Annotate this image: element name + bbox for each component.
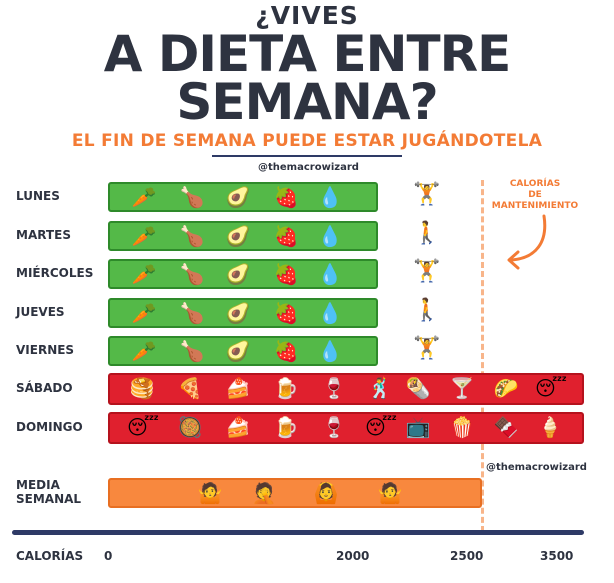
food-icon: 🍓 [273,185,299,209]
x-axis-title: CALORÍAS [16,549,84,563]
maintenance-label-line2: DE [528,190,542,200]
food-icon: 🥑 [225,185,251,209]
sunday-icon: 🍷 [321,415,347,439]
average-label: MEDIA SEMANAL [16,478,116,506]
food-icon: 💧 [317,301,343,325]
sunday-icon: 😴 [127,415,160,439]
day-label-miercoles: MIÉRCOLES [16,266,94,280]
food-icon: 💧 [317,185,343,209]
tick-label: 2000 [336,549,370,563]
saturday-icon: 🌮 [493,376,519,400]
food-icon: 🥑 [225,262,251,286]
food-icon: 🥑 [225,224,251,248]
food-icon: 🥕 [131,185,157,209]
sunday-icon: 🍺 [273,415,299,439]
maintenance-line [481,180,484,532]
food-icon: 🍗 [179,185,205,209]
food-icon: 🥑 [225,339,251,363]
person-icon: 🤷 [197,481,223,505]
tick-label: 2500 [450,549,484,563]
saturday-icon: 🍸 [449,376,475,400]
sunday-icon: 🍦 [537,415,563,439]
food-icon: 🍗 [179,224,205,248]
weightlifting-icon: 🏋️ [413,259,441,284]
tick-label: 3500 [540,549,574,563]
title-divider [212,155,402,157]
bar-viernes [108,336,378,366]
maintenance-label: CALORÍAS DE MANTENIMIENTO [470,179,600,212]
saturday-icon: 🥞 [129,376,155,400]
sunday-icon: 🍿 [449,415,475,439]
food-icon: 💧 [317,224,343,248]
saturday-icon: 🍷 [321,376,347,400]
bar-average [108,478,482,508]
maintenance-label-line1: CALORÍAS [509,179,561,189]
walking-icon: 🚶 [413,298,441,323]
title-line-1: A DIETA ENTRE [103,25,511,83]
food-icon: 🍗 [179,262,205,286]
food-icon: 💧 [317,339,343,363]
sunday-icon: 📺 [405,415,431,439]
watermark-handle: @themacrowizard [258,162,359,173]
watermark-handle-2: @themacrowizard [486,462,587,473]
day-label-sabado: SÁBADO [16,381,73,395]
bar-domingo [108,412,584,444]
bar-martes [108,221,378,251]
x-axis-line [12,530,584,535]
saturday-icon: 🌯 [405,376,431,400]
sunday-icon: 🥘 [177,415,203,439]
bar-sabado [108,373,584,405]
average-label-line2: SEMANAL [16,492,82,506]
title-line-2: SEMANA? [176,73,438,131]
subtitle: EL FIN DE SEMANA PUEDE ESTAR JUGÁNDOTELA [71,131,543,151]
food-icon: 🥕 [131,262,157,286]
saturday-icon: 🕺 [367,376,393,400]
person-icon: 🤷 [377,481,403,505]
food-icon: 🥕 [131,339,157,363]
food-icon: 🍓 [273,301,299,325]
sunday-icon: 🍰 [225,415,251,439]
average-label-line1: MEDIA [16,478,60,492]
person-icon: 🙆 [313,481,339,505]
food-icon: 🍓 [273,339,299,363]
day-label-viernes: VIERNES [16,343,75,357]
curved-arrow-icon [507,214,547,270]
food-icon: 🍗 [179,339,205,363]
saturday-icon: 🍕 [177,376,203,400]
saturday-icon: 😴 [535,376,568,400]
weightlifting-icon: 🏋️ [413,336,441,361]
food-icon: 🥕 [131,224,157,248]
food-icon: 🍗 [179,301,205,325]
food-icon: 🥕 [131,301,157,325]
bar-lunes [108,182,378,212]
food-icon: 🥑 [225,301,251,325]
sunday-icon: 😴 [365,415,398,439]
walking-icon: 🚶 [413,221,441,246]
pre-title: ¿VIVES [255,1,359,30]
saturday-icon: 🍰 [225,376,251,400]
tick-label: 0 [104,549,113,563]
food-icon: 🍓 [273,262,299,286]
day-label-lunes: LUNES [16,189,60,203]
day-label-martes: MARTES [16,228,71,242]
saturday-icon: 🍺 [273,376,299,400]
food-icon: 💧 [317,262,343,286]
day-label-domingo: DOMINGO [16,420,83,434]
food-icon: 🍓 [273,224,299,248]
bar-jueves [108,298,378,328]
maintenance-label-line3: MANTENIMIENTO [491,201,579,211]
bar-miercoles [108,259,378,289]
person-icon: 🤦 [251,481,277,505]
weightlifting-icon: 🏋️ [413,182,441,207]
day-label-jueves: JUEVES [16,305,65,319]
sunday-icon: 🍫 [493,415,519,439]
